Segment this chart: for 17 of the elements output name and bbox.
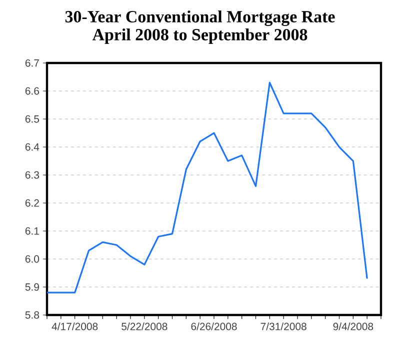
chart-subtitle: April 2008 to September 2008: [92, 28, 308, 44]
x-tick-label: 7/31/2008: [260, 322, 306, 330]
y-tick-label: 6.1: [25, 227, 39, 235]
y-tick-label: 5.8: [25, 311, 40, 319]
y-tick-label: 6.3: [25, 171, 40, 179]
x-tick-label: 9/4/2008: [333, 322, 374, 330]
y-tick-label: 6.5: [25, 115, 40, 123]
x-tick-label: 4/17/2008: [52, 322, 98, 330]
y-tick-label: 6.2: [25, 199, 39, 207]
y-tick-label: 6.0: [25, 255, 40, 263]
y-tick-label: 6.7: [25, 59, 39, 67]
chart-title: 30-Year Conventional Mortgage Rate: [65, 10, 335, 26]
y-tick-label: 6.4: [25, 143, 40, 151]
x-tick-label: 6/26/2008: [191, 322, 237, 330]
y-tick-label: 5.9: [25, 283, 39, 291]
y-tick-label: 6.6: [25, 87, 40, 95]
x-tick-label: 5/22/2008: [122, 322, 168, 330]
